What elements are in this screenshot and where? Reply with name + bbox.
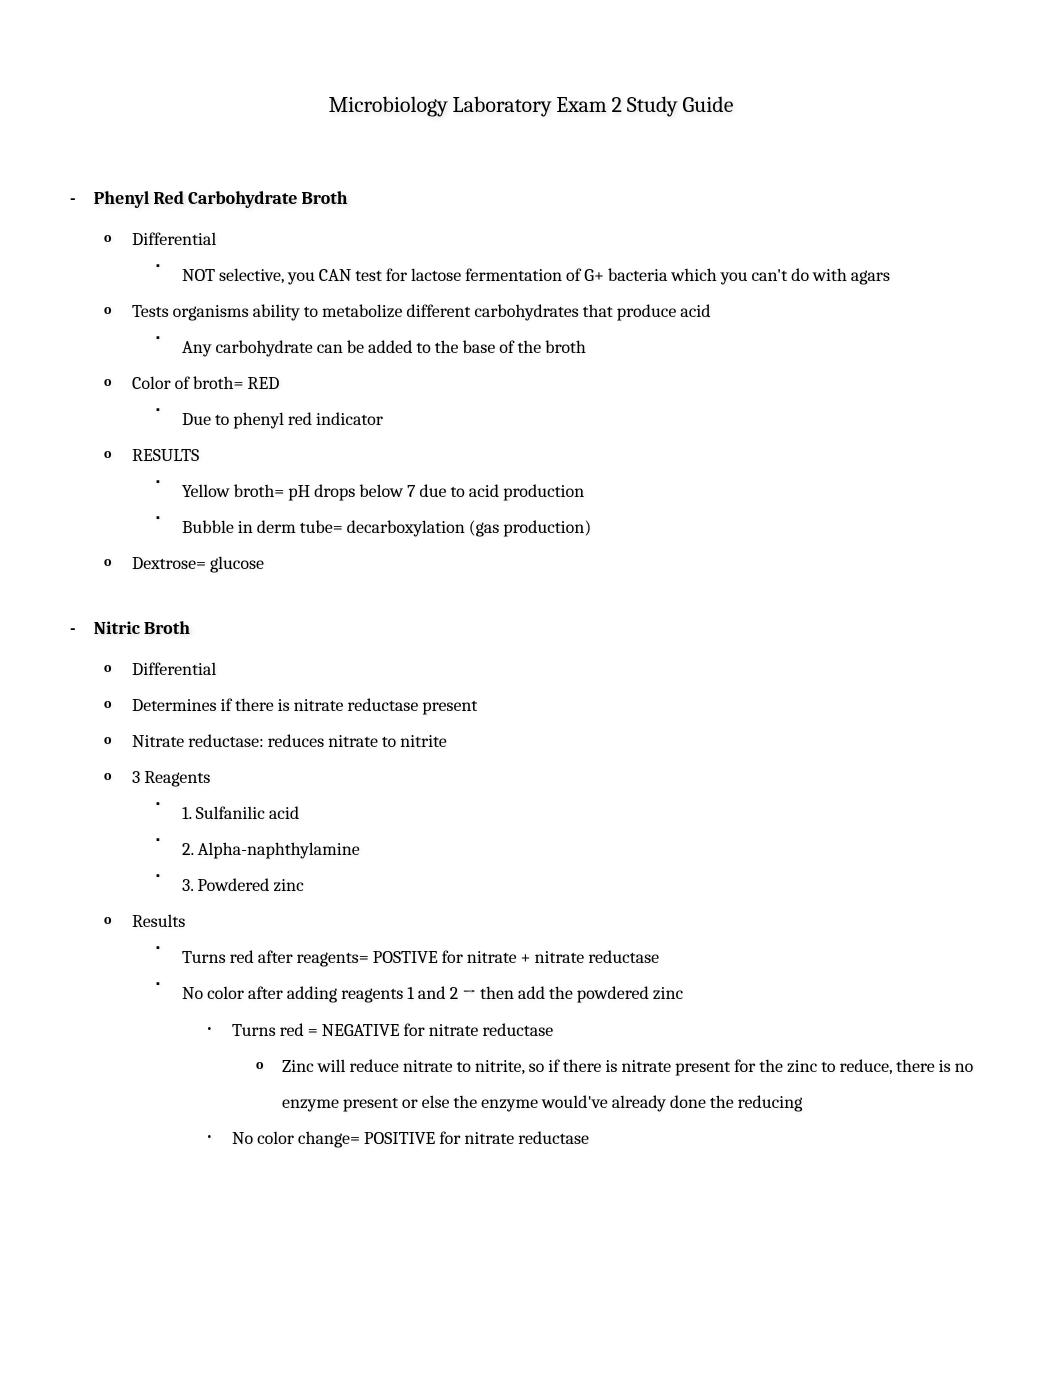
list-item: 1. Sulfanilic acid: [182, 796, 992, 832]
list-item: Color of broth= RED Due to phenyl red in…: [132, 366, 992, 438]
list-item: Bubble in derm tube= decarboxylation (ga…: [182, 510, 992, 546]
section-title: Phenyl Red Carbohydrate Broth: [94, 182, 348, 216]
list-item: Turns red = NEGATIVE for nitrate reducta…: [232, 1013, 992, 1121]
list-item: No color after adding reagents 1 and 2 →…: [182, 976, 992, 1157]
section-title: Nitric Broth: [94, 612, 190, 646]
item-text-pre: No color after adding reagents 1 and 2: [182, 983, 462, 1004]
list-item: Results Turns red after reagents= POSTIV…: [132, 904, 992, 1157]
item-text: Differential: [132, 229, 216, 250]
level2-list: Due to phenyl red indicator: [132, 402, 992, 438]
list-item: 3. Powdered zinc: [182, 868, 992, 904]
section-header: - Phenyl Red Carbohydrate Broth: [70, 182, 992, 216]
list-item: Dextrose= glucose: [132, 546, 992, 582]
level1-list: Differential NOT selective, you CAN test…: [70, 222, 992, 582]
list-item: Any carbohydrate can be added to the bas…: [182, 330, 992, 366]
list-item: 3 Reagents 1. Sulfanilic acid 2. Alpha-n…: [132, 760, 992, 904]
level2-list: Any carbohydrate can be added to the bas…: [132, 330, 992, 366]
list-item: NOT selective, you CAN test for lactose …: [182, 258, 992, 294]
list-item: Turns red after reagents= POSTIVE for ni…: [182, 940, 992, 976]
list-item: Differential: [132, 652, 992, 688]
arrow-icon: →: [462, 975, 476, 1011]
list-item: 2. Alpha-naphthylamine: [182, 832, 992, 868]
item-text: Turns red = NEGATIVE for nitrate reducta…: [232, 1020, 553, 1041]
section-header: - Nitric Broth: [70, 612, 992, 646]
section-phenyl-red: - Phenyl Red Carbohydrate Broth Differen…: [70, 182, 992, 582]
level2-list: Turns red after reagents= POSTIVE for ni…: [132, 940, 992, 1157]
item-text: 3 Reagents: [132, 767, 210, 788]
level2-list: NOT selective, you CAN test for lactose …: [132, 258, 992, 294]
item-text: RESULTS: [132, 445, 199, 466]
list-item: Tests organisms ability to metabolize di…: [132, 294, 992, 366]
level4-list: Zinc will reduce nitrate to nitrite, so …: [232, 1049, 992, 1121]
list-item: Due to phenyl red indicator: [182, 402, 992, 438]
list-item: Yellow broth= pH drops below 7 due to ac…: [182, 474, 992, 510]
list-item: No color change= POSITIVE for nitrate re…: [232, 1121, 992, 1157]
list-item: Zinc will reduce nitrate to nitrite, so …: [282, 1049, 992, 1121]
page-title: Microbiology Laboratory Exam 2 Study Gui…: [70, 85, 992, 127]
list-item: Differential NOT selective, you CAN test…: [132, 222, 992, 294]
dash-bullet: -: [70, 612, 76, 646]
item-text: Color of broth= RED: [132, 373, 279, 394]
level2-list: Yellow broth= pH drops below 7 due to ac…: [132, 474, 992, 546]
level1-list: Differential Determines if there is nitr…: [70, 652, 992, 1157]
item-text: Tests organisms ability to metabolize di…: [132, 301, 711, 322]
item-text-post: then add the powdered zinc: [476, 983, 683, 1004]
section-nitric-broth: - Nitric Broth Differential Determines i…: [70, 612, 992, 1157]
list-item: RESULTS Yellow broth= pH drops below 7 d…: [132, 438, 992, 546]
list-item: Determines if there is nitrate reductase…: [132, 688, 992, 724]
list-item: Nitrate reductase: reduces nitrate to ni…: [132, 724, 992, 760]
level3-list: Turns red = NEGATIVE for nitrate reducta…: [182, 1013, 992, 1157]
dash-bullet: -: [70, 182, 76, 216]
item-text: Results: [132, 911, 185, 932]
level2-list: 1. Sulfanilic acid 2. Alpha-naphthylamin…: [132, 796, 992, 904]
